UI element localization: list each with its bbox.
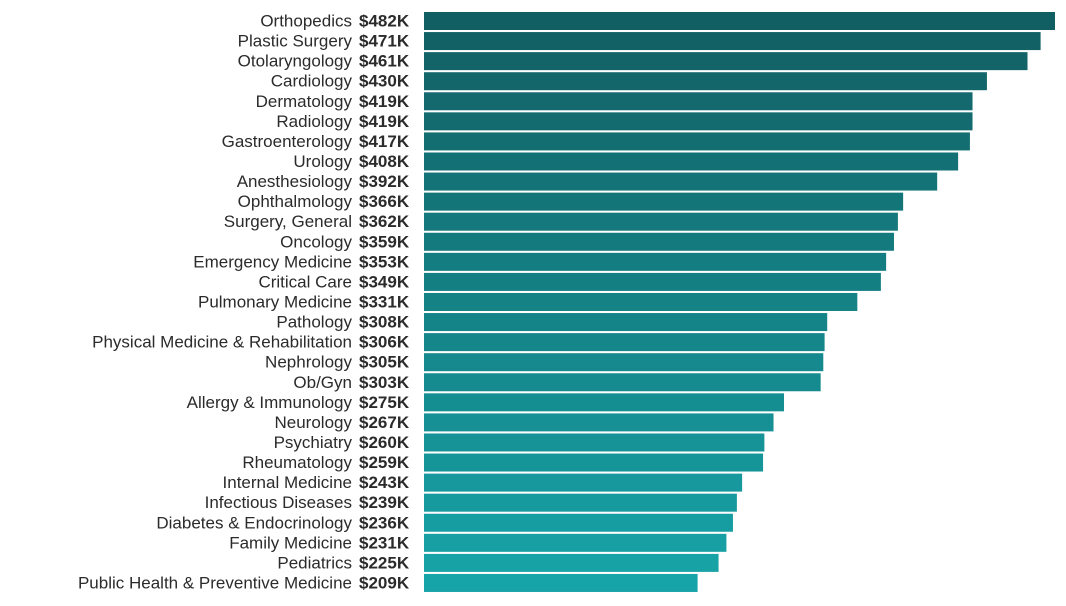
category-label: Pathology	[276, 313, 352, 332]
category-label: Oncology	[280, 232, 352, 251]
bar	[424, 513, 733, 532]
value-label: $331K	[359, 292, 410, 311]
bar	[424, 272, 881, 291]
bar	[424, 212, 898, 231]
category-label: Internal Medicine	[223, 473, 352, 492]
category-label: Otolaryngology	[238, 52, 353, 71]
bar	[424, 573, 698, 592]
value-label: $267K	[359, 413, 410, 432]
value-label: $353K	[359, 252, 410, 271]
value-label: $305K	[359, 353, 410, 372]
category-label: Radiology	[276, 112, 352, 131]
value-label: $359K	[359, 232, 410, 251]
bar	[424, 112, 973, 131]
category-label: Emergency Medicine	[193, 252, 352, 271]
category-label: Dermatology	[256, 92, 353, 111]
bar	[424, 52, 1028, 71]
value-label: $308K	[359, 313, 410, 332]
value-label: $392K	[359, 172, 410, 191]
value-label: $239K	[359, 493, 410, 512]
value-label: $225K	[359, 553, 410, 572]
value-label: $461K	[359, 52, 410, 71]
category-label: Psychiatry	[274, 433, 353, 452]
bar	[424, 533, 727, 552]
value-label: $259K	[359, 453, 410, 472]
category-label: Gastroenterology	[222, 132, 353, 151]
value-label: $349K	[359, 272, 410, 291]
category-label: Nephrology	[265, 353, 352, 372]
category-label: Cardiology	[271, 72, 353, 91]
bar	[424, 313, 828, 332]
value-label: $236K	[359, 513, 410, 532]
category-label: Rheumatology	[242, 453, 352, 472]
bar	[424, 453, 764, 472]
bar	[424, 12, 1055, 30]
bar	[424, 232, 894, 251]
value-label: $303K	[359, 373, 410, 392]
category-label: Physical Medicine & Rehabilitation	[92, 333, 352, 352]
category-label: Ob/Gyn	[293, 373, 352, 392]
bar	[424, 192, 904, 211]
value-label: $231K	[359, 533, 410, 552]
value-label: $419K	[359, 112, 410, 131]
category-label: Public Health & Preventive Medicine	[78, 573, 352, 592]
category-label: Allergy & Immunology	[187, 393, 353, 412]
bar	[424, 473, 743, 492]
bar	[424, 152, 959, 171]
bar	[424, 353, 824, 372]
value-label: $209K	[359, 573, 410, 592]
bar	[424, 373, 821, 392]
value-label: $430K	[359, 72, 410, 91]
value-label: $408K	[359, 152, 410, 171]
category-label: Anesthesiology	[237, 172, 353, 191]
category-label: Pediatrics	[277, 553, 352, 572]
value-label: $417K	[359, 132, 410, 151]
bar	[424, 92, 973, 111]
category-label: Urology	[293, 152, 352, 171]
bar	[424, 553, 719, 572]
bar	[424, 172, 938, 191]
value-label: $471K	[359, 32, 410, 51]
bar	[424, 333, 825, 352]
value-label: $362K	[359, 212, 410, 231]
category-label: Plastic Surgery	[238, 32, 353, 51]
value-label: $260K	[359, 433, 410, 452]
bar	[424, 413, 774, 432]
value-label: $482K	[359, 12, 410, 31]
bar	[424, 393, 785, 412]
value-label: $306K	[359, 333, 410, 352]
category-label: Critical Care	[258, 272, 352, 291]
bar	[424, 252, 887, 271]
bar	[424, 493, 737, 512]
value-label: $366K	[359, 192, 410, 211]
category-label: Pulmonary Medicine	[198, 292, 352, 311]
bar	[424, 32, 1041, 51]
category-label: Diabetes & Endocrinology	[156, 513, 352, 532]
category-label: Neurology	[275, 413, 353, 432]
category-label: Ophthalmology	[238, 192, 353, 211]
bar	[424, 433, 765, 452]
bar	[424, 292, 858, 311]
category-label: Infectious Diseases	[205, 493, 352, 512]
category-label: Orthopedics	[260, 12, 352, 31]
value-label: $419K	[359, 92, 410, 111]
category-label: Surgery, General	[224, 212, 352, 231]
category-label: Family Medicine	[229, 533, 352, 552]
value-label: $243K	[359, 473, 410, 492]
value-label: $275K	[359, 393, 410, 412]
bar	[424, 132, 970, 151]
bar	[424, 72, 987, 91]
